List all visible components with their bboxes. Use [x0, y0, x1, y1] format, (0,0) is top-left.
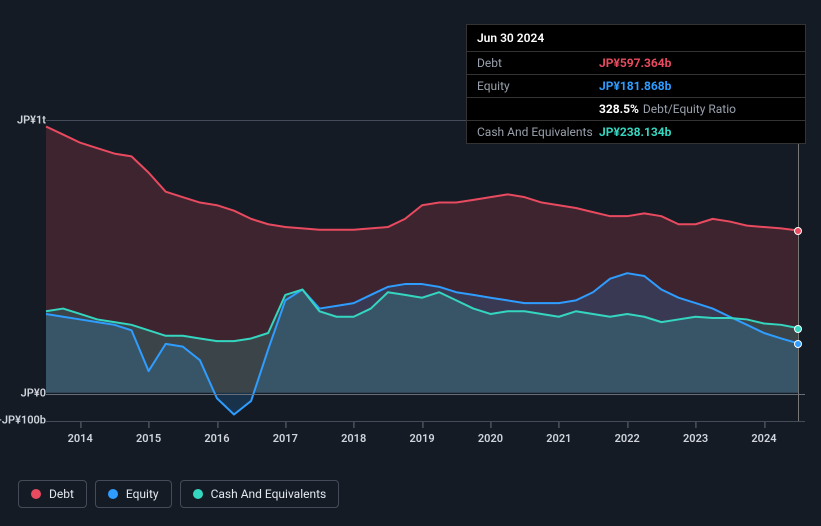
legend-item[interactable]: Cash And Equivalents	[180, 480, 340, 508]
series-end-marker	[794, 325, 802, 333]
legend-item[interactable]: Equity	[95, 480, 172, 508]
x-tick-label: 2015	[136, 432, 161, 445]
legend-label: Cash And Equivalents	[211, 487, 327, 501]
y-tick-label: JP¥1t	[17, 114, 46, 127]
cursor-line	[798, 121, 799, 421]
tooltip-metric-label: Cash And Equivalents	[477, 123, 599, 141]
tooltip-metric-value: JP¥181.868b	[599, 77, 671, 95]
legend-swatch-icon	[31, 489, 41, 499]
x-tick-label: 2023	[683, 432, 708, 445]
tooltip-metric-value: 328.5%Debt/Equity Ratio	[599, 100, 736, 118]
y-tick-label: -JP¥100b	[0, 414, 46, 427]
zero-gridline	[46, 394, 805, 395]
x-tick-label: 2016	[204, 432, 229, 445]
tooltip-metric-value: JP¥597.364b	[599, 54, 671, 72]
legend-swatch-icon	[108, 489, 118, 499]
legend-label: Debt	[49, 487, 74, 501]
tooltip-row: 328.5%Debt/Equity Ratio	[467, 98, 805, 121]
x-tick-label: 2022	[615, 432, 640, 445]
tooltip-row: DebtJP¥597.364b	[467, 52, 805, 75]
tooltip-metric-label: Debt	[477, 54, 599, 72]
tooltip-row: EquityJP¥181.868b	[467, 75, 805, 98]
y-axis: JP¥1tJP¥0-JP¥100b	[16, 120, 46, 506]
tooltip-metric-label	[477, 100, 599, 118]
x-tick-label: 2014	[68, 432, 93, 445]
plot-area[interactable]	[46, 120, 805, 420]
chart-container: JP¥1tJP¥0-JP¥100b 2014201520162017201820…	[16, 120, 805, 506]
tooltip-row: Cash And EquivalentsJP¥238.134b	[467, 121, 805, 143]
x-tick-label: 2018	[341, 432, 366, 445]
legend: Debt Equity Cash And Equivalents	[18, 480, 339, 508]
tooltip-metric-value: JP¥238.134b	[599, 123, 671, 141]
x-tick-label: 2017	[273, 432, 298, 445]
x-tick-label: 2019	[410, 432, 435, 445]
legend-item[interactable]: Debt	[18, 480, 87, 508]
series-end-marker	[794, 227, 802, 235]
tooltip-date: Jun 30 2024	[467, 25, 805, 52]
legend-label: Equity	[126, 487, 159, 501]
data-tooltip: Jun 30 2024 DebtJP¥597.364bEquityJP¥181.…	[466, 24, 806, 144]
tooltip-metric-label: Equity	[477, 77, 599, 95]
x-tick-label: 2024	[751, 432, 776, 445]
y-tick-label: JP¥0	[21, 386, 46, 399]
x-axis: 2014 2015 2016 2017 2018 2019 2020 2021 2022 2023…	[46, 432, 805, 452]
series-end-marker	[794, 340, 802, 348]
min-gridline	[46, 421, 805, 422]
legend-swatch-icon	[193, 489, 203, 499]
x-tick-label: 2021	[546, 432, 571, 445]
x-tick-label: 2020	[478, 432, 503, 445]
